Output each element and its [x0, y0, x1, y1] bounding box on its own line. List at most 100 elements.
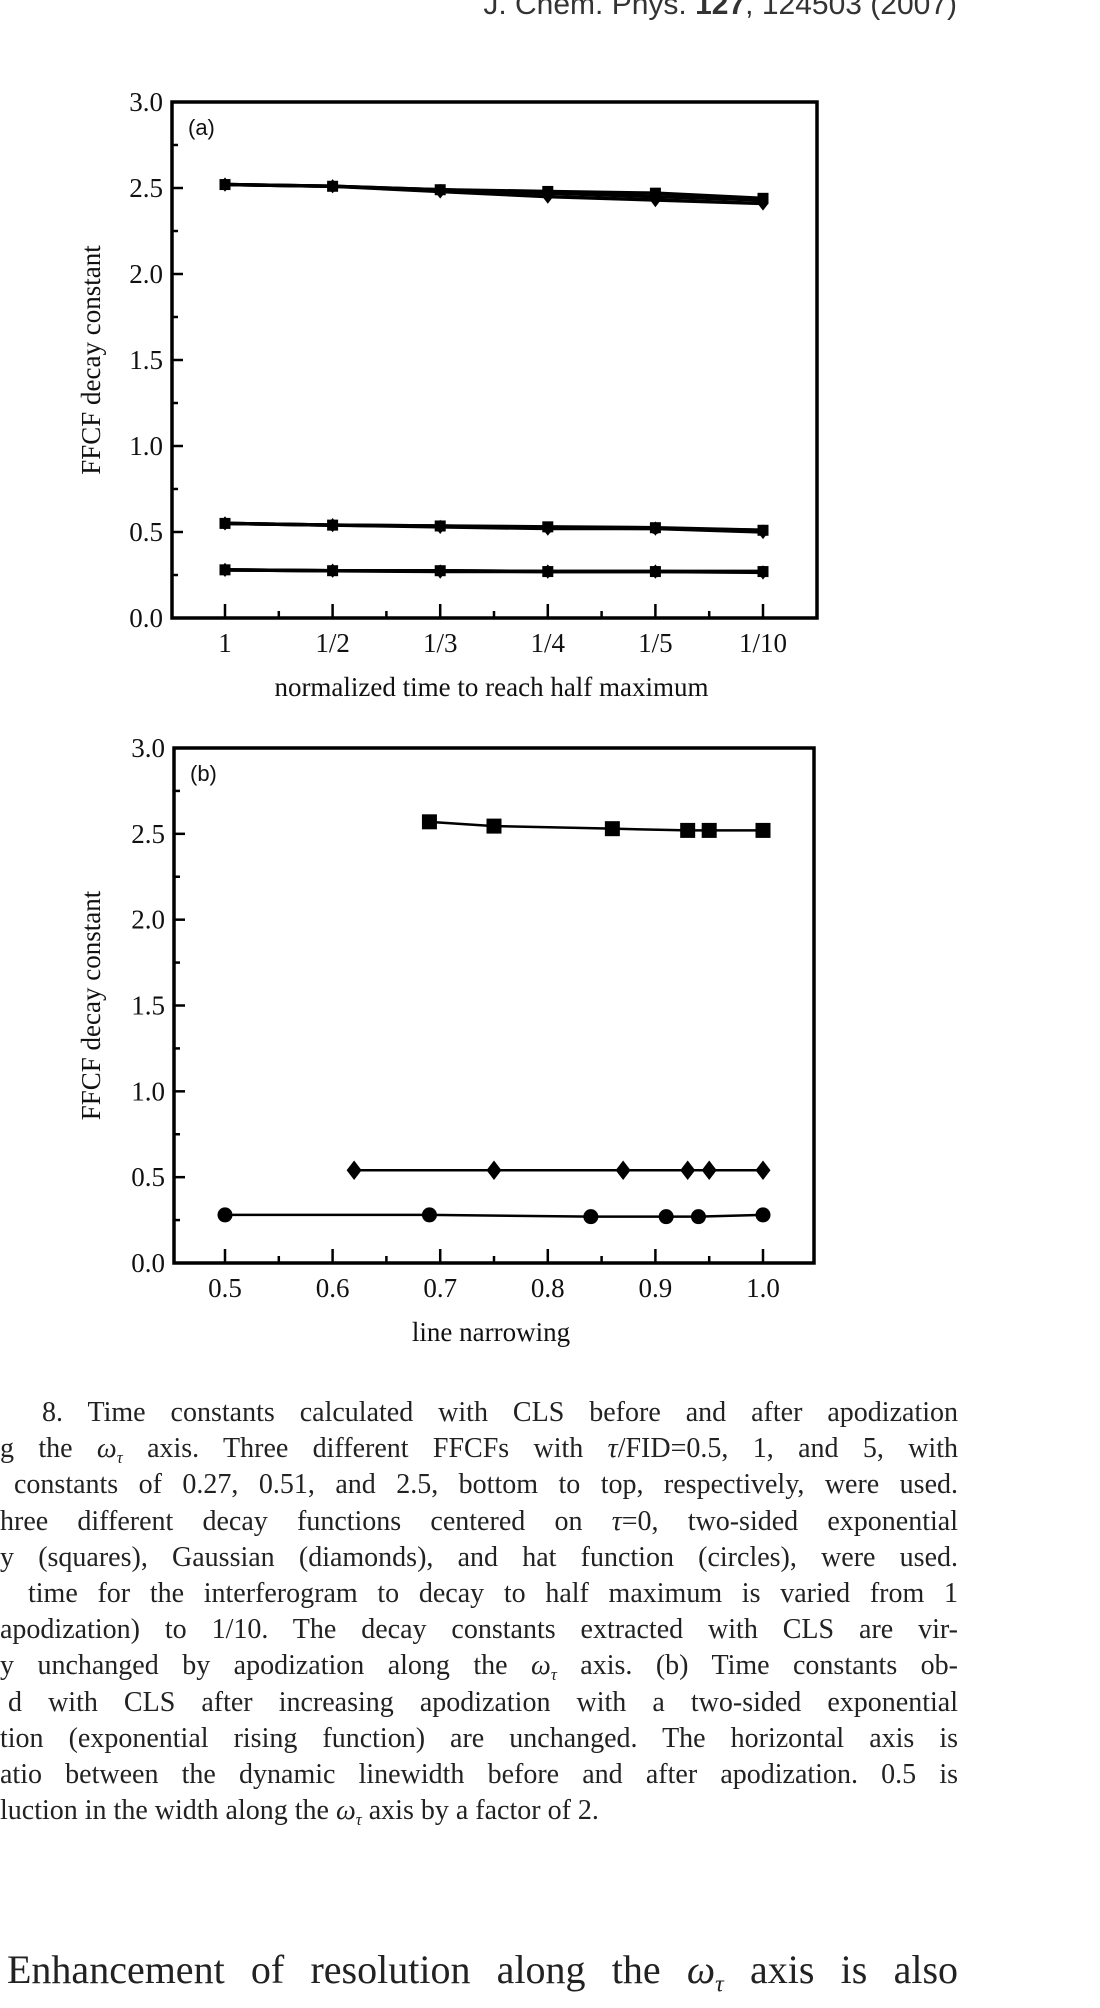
circle-marker [542, 566, 554, 578]
x-tick-label: 0.8 [531, 1273, 565, 1303]
y-tick-label: 2.0 [131, 905, 165, 935]
circle-marker [327, 565, 339, 577]
data-series [219, 179, 769, 206]
figure-8: 0.0 0.5 1.0 1.5 2.0 2.5 3.0 1 1/2 1/3 1/4 1/5 1/10 no… [76, 87, 819, 1347]
caption-line: hree different decay functions centered … [0, 1505, 958, 1537]
y-axis-title: FFCF decay constant [76, 890, 106, 1120]
x-tick-label: 1/5 [638, 628, 673, 658]
circle-marker [690, 1209, 706, 1225]
y-tick-label: 3.0 [131, 733, 165, 763]
y-tick-label: 1.0 [129, 431, 163, 461]
panel-label: (b) [190, 761, 217, 786]
caption-line: g the ωτ axis. Three different FFCFs wit… [0, 1433, 958, 1468]
circle-marker [434, 520, 446, 532]
y-tick-label: 3.0 [129, 87, 163, 117]
y-tick-label: 2.5 [131, 819, 165, 849]
circle-marker [583, 1209, 599, 1225]
caption-line: luction in the width along the ωτ axis b… [0, 1795, 599, 1830]
circle-marker [757, 194, 769, 206]
caption-line: apodization) to 1/10. The decay constant… [0, 1614, 958, 1646]
circle-marker [649, 566, 661, 578]
caption-line: tion (exponential rising function) are u… [0, 1722, 958, 1754]
y-tick-label: 2.0 [129, 259, 163, 289]
circle-marker [217, 1207, 233, 1223]
series-line [224, 182, 764, 202]
circle-marker [755, 1207, 771, 1223]
circle-marker [434, 184, 446, 196]
diamond-marker [701, 1160, 717, 1181]
diamond-marker [486, 1160, 502, 1181]
y-tick-label: 2.5 [129, 173, 163, 203]
body-text: Enhancement of resolution along the ωτ a… [7, 1947, 959, 1998]
running-header: J. Chem. Phys. 127, 124503 (2007) [425, 0, 957, 22]
plot-frame [170, 100, 819, 620]
x-axis-title: normalized time to reach half maximum [274, 672, 708, 702]
data-series [346, 1160, 771, 1181]
y-tick-label: 0.5 [131, 1162, 165, 1192]
circle-marker [757, 566, 769, 578]
x-tick-label: 0.5 [208, 1273, 242, 1303]
circle-marker [421, 1207, 437, 1223]
volume-number: 127 [695, 0, 746, 21]
article-number-year: , 124503 (2007) [745, 0, 957, 21]
diamond-marker [346, 1160, 362, 1181]
data-series [219, 564, 769, 578]
square-marker [604, 821, 620, 837]
x-tick-label: 1/4 [531, 628, 566, 658]
x-axis-title: line narrowing [412, 1317, 570, 1347]
y-tick-label: 1.5 [131, 991, 165, 1021]
x-tick-label: 1/2 [315, 628, 350, 658]
caption-line: atio between the dynamic linewidth befor… [0, 1759, 958, 1790]
journal-name: J. Chem. Phys. [483, 0, 687, 21]
circle-marker [649, 191, 661, 203]
y-tick-label: 0.0 [129, 603, 163, 633]
square-marker [755, 822, 771, 838]
series-line [224, 568, 763, 574]
circle-marker [542, 187, 554, 199]
x-tick-label: 0.7 [423, 1273, 457, 1303]
caption-line: d with CLS after increasing apodization … [8, 1686, 958, 1718]
x-tick-label: 0.6 [316, 1273, 350, 1303]
circle-marker [649, 523, 661, 535]
x-tick-label: 1 [218, 628, 232, 658]
diamond-marker [615, 1160, 631, 1181]
y-tick-label: 0.0 [131, 1248, 165, 1278]
caption-line: y unchanged by apodization along the ωτ … [0, 1650, 958, 1685]
circle-marker [219, 517, 231, 529]
circle-marker [219, 564, 231, 576]
diamond-marker [755, 1160, 771, 1181]
chart-a: 0.0 0.5 1.0 1.5 2.0 2.5 3.0 1 1/2 1/3 1/4 1/5 1/10 no… [76, 87, 819, 702]
caption-line: time for the interferogram to decay to h… [28, 1578, 958, 1609]
square-marker [421, 814, 437, 830]
chart-b: 0.0 0.5 1.0 1.5 2.0 2.5 3.0 0.5 0.6 0.7 0.8 0.9 1.0 l… [76, 733, 816, 1347]
circle-marker [327, 519, 339, 531]
circle-marker [542, 522, 554, 534]
y-tick-label: 1.0 [131, 1076, 165, 1106]
y-axis-title: FFCF decay constant [76, 245, 106, 475]
square-marker [486, 818, 502, 834]
caption-line: y (squares), Gaussian (diamonds), and ha… [0, 1541, 958, 1573]
diamond-marker [680, 1160, 696, 1181]
x-tick-label: 1/10 [739, 628, 787, 658]
x-tick-label: 0.9 [639, 1273, 673, 1303]
y-tick-label: 0.5 [129, 517, 163, 547]
caption-line: constants of 0.27, 0.51, and 2.5, bottom… [14, 1469, 958, 1501]
data-series [421, 814, 771, 838]
circle-marker [434, 565, 446, 577]
panel-label: (a) [188, 115, 215, 140]
series-line [224, 521, 764, 533]
square-marker [680, 822, 696, 838]
x-tick-label: 1/3 [423, 628, 458, 658]
data-series [219, 517, 769, 536]
caption-line: 8. Time constants calculated with CLS be… [42, 1397, 958, 1428]
series-line [429, 820, 763, 832]
circle-marker [219, 179, 231, 191]
circle-marker [757, 524, 769, 536]
square-marker [701, 822, 717, 838]
series-line [225, 1213, 764, 1218]
y-tick-label: 1.5 [129, 345, 163, 375]
data-series [217, 1207, 771, 1225]
circle-marker [658, 1209, 674, 1225]
x-tick-label: 1.0 [746, 1273, 780, 1303]
circle-marker [327, 180, 339, 192]
